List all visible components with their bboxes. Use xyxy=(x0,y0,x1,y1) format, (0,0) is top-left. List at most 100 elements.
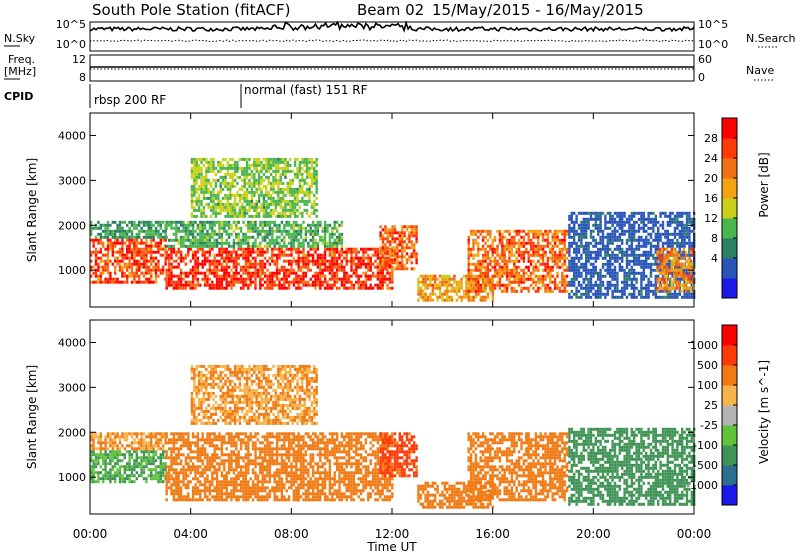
echo-cell xyxy=(331,229,334,233)
echo-cell xyxy=(688,232,691,236)
echo-cell xyxy=(355,265,358,269)
echo-cell xyxy=(585,247,588,251)
echo-cell xyxy=(501,235,504,239)
echo-cell xyxy=(635,271,638,275)
echo-cell xyxy=(532,241,535,245)
echo-cell xyxy=(345,274,348,278)
echo-cell xyxy=(196,250,200,254)
echo-cell xyxy=(688,211,691,215)
echo-cell xyxy=(179,229,183,233)
echo-cell xyxy=(307,250,310,254)
echo-cell xyxy=(261,247,264,251)
echo-cell xyxy=(633,229,636,233)
echo-cell xyxy=(193,187,196,191)
echo-cell xyxy=(362,253,365,257)
echo-cell xyxy=(194,256,197,260)
echo-cell xyxy=(218,286,221,290)
echo-cell xyxy=(331,241,334,245)
echo-cell xyxy=(243,172,246,176)
echo-cell xyxy=(582,211,585,215)
echo-cell xyxy=(195,163,198,167)
echo-cell xyxy=(298,163,302,167)
echo-cell xyxy=(520,250,523,254)
echo-cell xyxy=(508,253,511,257)
echo-cell xyxy=(287,235,291,239)
echo-cell xyxy=(594,256,597,260)
echo-cell xyxy=(323,247,327,251)
echo-cell xyxy=(274,166,278,170)
echo-cell xyxy=(673,241,677,245)
echo-cell xyxy=(218,250,221,254)
echo-cell xyxy=(508,250,511,254)
echo-cell xyxy=(90,459,93,463)
echo-cell xyxy=(510,253,514,257)
echo-cell xyxy=(200,160,203,164)
echo-cell xyxy=(673,286,676,290)
echo-cell xyxy=(599,247,602,251)
echo-cell xyxy=(244,238,248,242)
echo-cell xyxy=(525,277,528,281)
echo-cell xyxy=(250,205,254,209)
echo-cell xyxy=(299,241,303,245)
echo-cell xyxy=(102,253,105,257)
echo-cell xyxy=(286,181,290,185)
echo-cell xyxy=(505,241,509,245)
echo-cell xyxy=(241,178,244,182)
colorbar-tick-label: 28 xyxy=(704,132,718,145)
echo-cell xyxy=(223,256,226,260)
echo-cell xyxy=(150,241,153,245)
echo-cell xyxy=(642,214,645,218)
echo-cell xyxy=(214,178,218,182)
echo-cell xyxy=(484,274,487,278)
echo-cell xyxy=(498,271,502,275)
echo-cell xyxy=(623,280,626,284)
echo-cell xyxy=(645,286,648,290)
echo-cell xyxy=(295,277,298,281)
echo-cell xyxy=(321,268,324,272)
echo-cell xyxy=(609,241,612,245)
echo-cell xyxy=(640,220,643,224)
echo-cell xyxy=(208,250,212,254)
echo-cell xyxy=(563,289,566,293)
echo-cell xyxy=(289,178,292,182)
echo-cell xyxy=(287,280,291,284)
echo-cell xyxy=(438,292,442,296)
echo-cell xyxy=(389,264,392,268)
echo-cell xyxy=(343,250,346,254)
echo-cell xyxy=(577,289,581,293)
echo-cell xyxy=(527,241,530,245)
echo-cell xyxy=(215,286,219,290)
echo-cell xyxy=(266,268,269,272)
echo-cell xyxy=(104,226,107,230)
echo-cell xyxy=(97,250,100,254)
echo-cell xyxy=(226,202,230,206)
echo-cell xyxy=(235,241,238,245)
echo-cell xyxy=(311,241,315,245)
echo-cell xyxy=(309,238,312,242)
echo-cell xyxy=(170,280,173,284)
echo-cell xyxy=(630,250,633,254)
echo-cell xyxy=(193,172,196,176)
echo-cell xyxy=(618,256,621,260)
echo-cell xyxy=(150,256,153,260)
echo-cell xyxy=(130,235,134,239)
echo-cell xyxy=(654,274,657,278)
echo-cell xyxy=(422,274,425,278)
echo-cell xyxy=(640,280,643,284)
echo-cell xyxy=(109,229,112,233)
echo-cell xyxy=(597,289,600,293)
echo-cell xyxy=(128,235,131,239)
echo-cell xyxy=(310,190,314,194)
echo-cell xyxy=(556,271,559,275)
echo-cell xyxy=(102,459,105,463)
echo-cell xyxy=(243,190,246,194)
echo-cell xyxy=(111,253,114,257)
echo-cell xyxy=(450,286,454,290)
echo-cell xyxy=(481,238,485,242)
echo-cell xyxy=(424,277,427,281)
echo-cell xyxy=(194,277,197,281)
echo-cell xyxy=(200,181,203,185)
echo-cell xyxy=(673,292,677,296)
echo-cell xyxy=(376,286,380,290)
echo-cell xyxy=(309,283,312,287)
